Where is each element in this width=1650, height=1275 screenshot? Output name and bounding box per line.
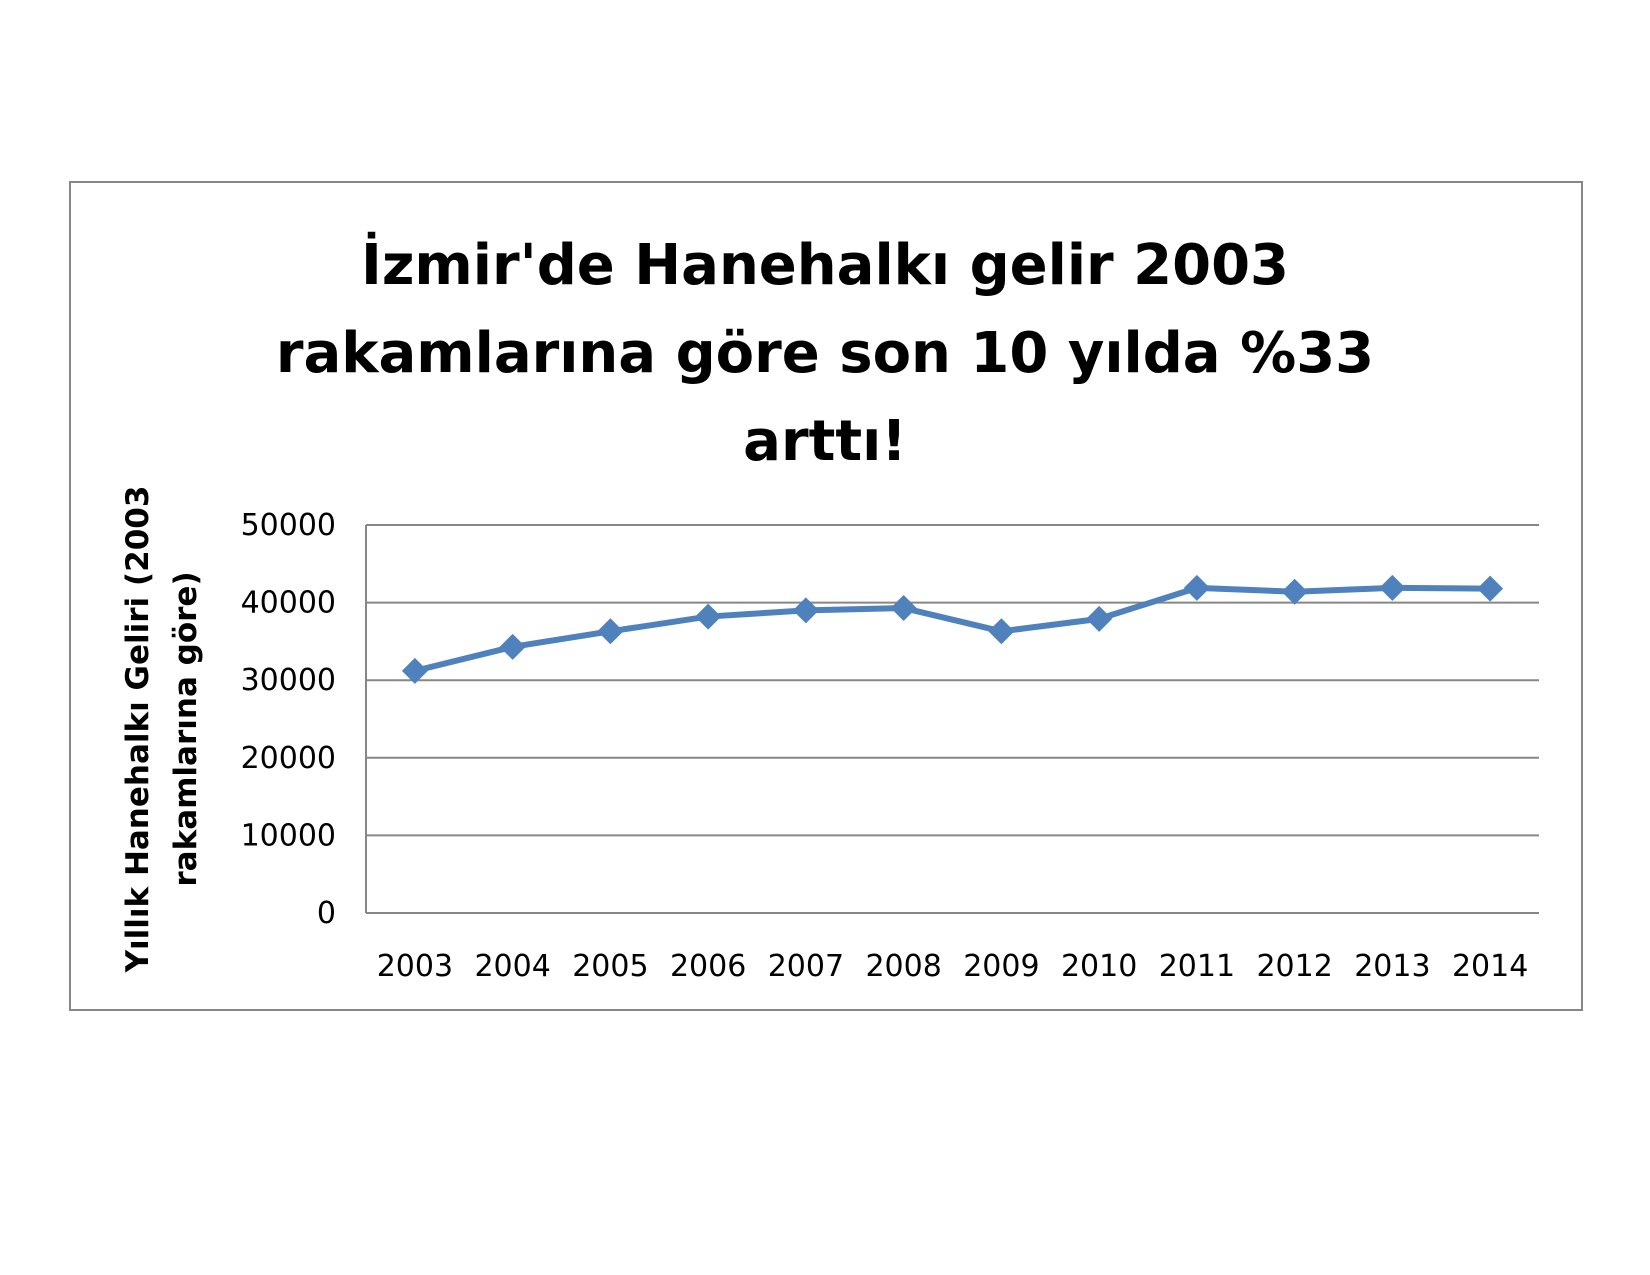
chart-frame — [69, 181, 1583, 1011]
data-point-marker — [1379, 574, 1406, 601]
x-tick-label: 2013 — [1354, 949, 1430, 984]
y-tick-label: 20000 — [241, 741, 336, 776]
chart-title-line-3: arttı! — [743, 409, 907, 474]
x-tick-labels: 2003 2004 2005 2006 2007 2008 2009 2010 2011 2012… — [377, 949, 1529, 984]
y-tick-label: 40000 — [241, 586, 336, 621]
data-point-marker — [1183, 574, 1210, 601]
data-point-marker — [695, 603, 722, 630]
data-point-marker — [792, 597, 819, 624]
series — [401, 574, 1504, 684]
y-axis-label: Yıllık Hanehalkı Geliri (2003 rakamların… — [120, 486, 204, 974]
x-tick-label: 2012 — [1256, 949, 1332, 984]
x-tick-label: 2011 — [1159, 949, 1235, 984]
x-tick-label: 2014 — [1452, 949, 1528, 984]
x-tick-label: 2005 — [572, 949, 648, 984]
y-tick-label: 10000 — [241, 818, 336, 853]
y-axis-label-line-2: rakamlarına göre) — [168, 571, 204, 886]
chart-title-line-2: rakamlarına göre son 10 yılda %33 — [275, 321, 1375, 386]
x-tick-label: 2006 — [670, 949, 746, 984]
data-point-marker — [499, 633, 526, 660]
y-tick-label: 30000 — [241, 663, 336, 698]
data-point-marker — [597, 618, 624, 645]
chart-title: İzmir'de Hanehalkı gelir 2003 rakamların… — [0, 222, 1650, 486]
data-point-marker — [988, 618, 1015, 645]
chart-title-line-1: İzmir'de Hanehalkı gelir 2003 — [360, 233, 1290, 298]
data-point-marker — [401, 657, 428, 684]
gridlines — [366, 524, 1539, 837]
x-tick-label: 2003 — [377, 949, 453, 984]
data-point-marker — [1477, 575, 1504, 602]
data-point-marker — [890, 595, 917, 622]
y-tick-labels: 0 10000 20000 30000 40000 50000 — [241, 508, 336, 931]
y-axis-label-line-1: Yıllık Hanehalkı Geliri (2003 — [120, 486, 156, 974]
x-tick-label: 2009 — [963, 949, 1039, 984]
y-tick-label: 50000 — [241, 508, 336, 543]
x-tick-label: 2008 — [865, 949, 941, 984]
series-line — [414, 584, 1491, 674]
axes — [365, 525, 1539, 914]
x-tick-label: 2010 — [1061, 949, 1137, 984]
x-tick-label: 2007 — [768, 949, 844, 984]
data-point-marker — [1086, 605, 1113, 632]
data-point-marker — [1281, 578, 1308, 605]
x-tick-label: 2004 — [474, 949, 550, 984]
y-tick-label: 0 — [317, 896, 336, 931]
